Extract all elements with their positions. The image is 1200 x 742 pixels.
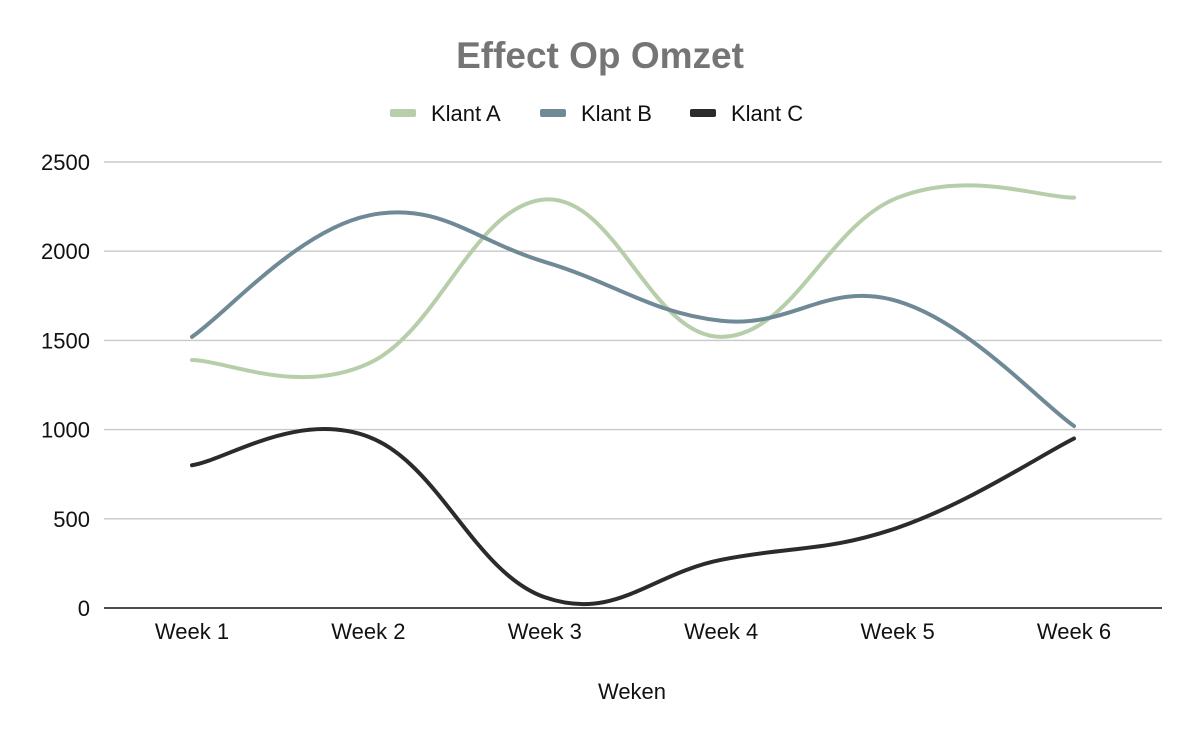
legend-swatch [540,109,566,117]
legend-swatch [390,109,416,117]
legend-item-klant-c: Klant C [690,101,803,126]
legend-label: Klant B [581,101,652,126]
legend-label: Klant A [431,101,501,126]
series-line-klant-a [190,183,1076,380]
gridlines [104,161,1162,609]
y-axis-ticks: 0 500 1000 1500 2000 2500 [41,150,90,621]
x-tick-label: Week 6 [1037,619,1111,644]
x-tick-label: Week 4 [684,619,758,644]
legend-label: Klant C [731,101,803,126]
chart-title: Effect Op Omzet [456,35,744,76]
legend-item-klant-a: Klant A [390,101,501,126]
x-tick-label: Week 2 [331,619,405,644]
series-lines [190,183,1076,607]
y-tick-label: 1000 [41,418,90,443]
legend: Klant A Klant B Klant C [390,101,803,126]
x-axis-ticks: Week 1 Week 2 Week 3 Week 4 Week 5 Week 6 [155,619,1111,644]
series-line-klant-b [190,210,1076,429]
y-tick-label: 2000 [41,239,90,264]
legend-swatch [690,109,716,117]
legend-item-klant-b: Klant B [540,101,652,126]
x-axis-label: Weken [598,679,666,704]
y-tick-label: 500 [53,507,90,532]
y-tick-label: 1500 [41,328,90,353]
x-tick-label: Week 1 [155,619,229,644]
x-tick-label: Week 5 [861,619,935,644]
y-tick-label: 2500 [41,150,90,175]
x-tick-label: Week 3 [508,619,582,644]
y-tick-label: 0 [78,596,90,621]
series-line-klant-c [190,427,1076,607]
